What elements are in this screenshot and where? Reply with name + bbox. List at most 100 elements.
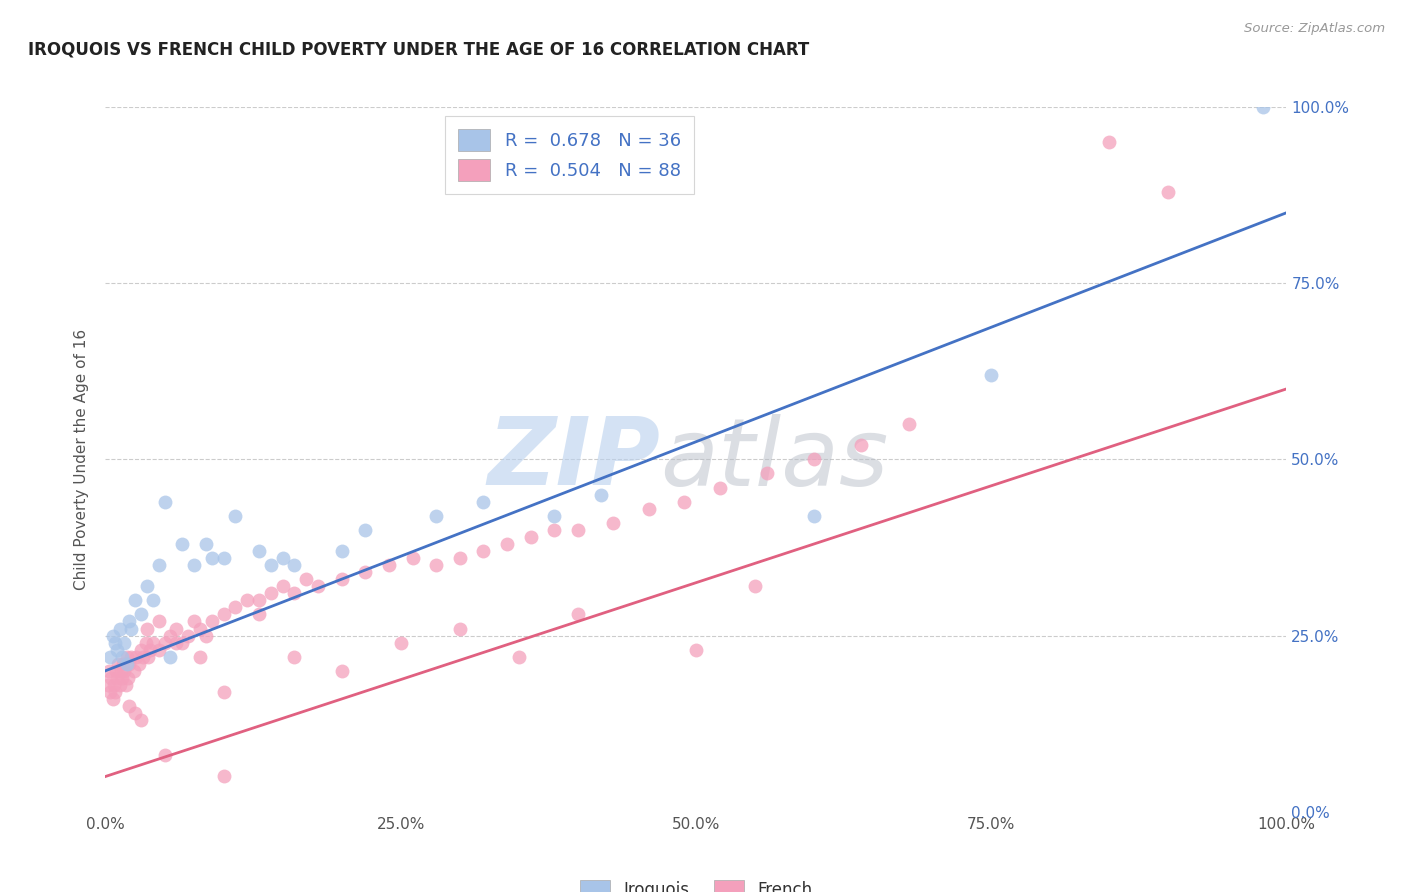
Point [98, 664, 121, 678]
Point [401, 551, 423, 566]
Point [224, 508, 246, 523]
Point [124, 706, 146, 720]
Point [803, 452, 825, 467]
Point [115, 649, 138, 664]
Point [1098, 135, 1121, 149]
Point [177, 628, 200, 642]
Point [567, 523, 589, 537]
Point [685, 642, 707, 657]
Point [425, 558, 447, 573]
Point [104, 635, 127, 649]
Point [212, 607, 235, 622]
Point [101, 692, 124, 706]
Point [212, 769, 235, 784]
Point [107, 657, 129, 671]
Point [118, 615, 141, 629]
Point [117, 671, 139, 685]
Point [183, 558, 205, 573]
Point [508, 649, 530, 664]
Point [159, 628, 181, 642]
Point [112, 657, 135, 671]
Point [129, 642, 152, 657]
Point [897, 417, 920, 431]
Point [271, 551, 294, 566]
Point [105, 642, 128, 657]
Point [194, 628, 217, 642]
Point [128, 657, 150, 671]
Point [637, 501, 659, 516]
Point [472, 544, 495, 558]
Point [330, 572, 353, 586]
Legend: Iroquois, French: Iroquois, French [572, 873, 820, 892]
Point [449, 622, 471, 636]
Text: IROQUOIS VS FRENCH CHILD POVERTY UNDER THE AGE OF 16 CORRELATION CHART: IROQUOIS VS FRENCH CHILD POVERTY UNDER T… [28, 40, 810, 58]
Point [103, 678, 125, 692]
Point [247, 593, 270, 607]
Point [148, 615, 170, 629]
Point [105, 671, 128, 685]
Point [543, 508, 565, 523]
Point [1251, 100, 1274, 114]
Point [283, 586, 305, 600]
Point [135, 635, 157, 649]
Point [105, 664, 128, 678]
Point [172, 537, 194, 551]
Point [183, 615, 205, 629]
Point [115, 657, 138, 671]
Point [111, 649, 134, 664]
Point [188, 622, 211, 636]
Point [120, 622, 142, 636]
Point [283, 649, 305, 664]
Point [98, 685, 121, 699]
Point [709, 481, 731, 495]
Point [114, 678, 136, 692]
Point [148, 558, 170, 573]
Point [212, 685, 235, 699]
Point [124, 593, 146, 607]
Point [112, 664, 135, 678]
Point [744, 579, 766, 593]
Point [153, 494, 176, 508]
Point [97, 678, 120, 692]
Point [188, 649, 211, 664]
Point [425, 508, 447, 523]
Point [139, 642, 162, 657]
Point [135, 579, 157, 593]
Y-axis label: Child Poverty Under the Age of 16: Child Poverty Under the Age of 16 [75, 329, 90, 590]
Point [110, 664, 132, 678]
Point [148, 642, 170, 657]
Point [224, 600, 246, 615]
Point [108, 622, 131, 636]
Point [330, 544, 353, 558]
Point [172, 635, 194, 649]
Point [142, 635, 165, 649]
Point [108, 678, 131, 692]
Point [125, 649, 148, 664]
Point [101, 628, 124, 642]
Point [132, 649, 155, 664]
Point [165, 635, 187, 649]
Point [354, 565, 377, 579]
Point [153, 748, 176, 763]
Point [247, 544, 270, 558]
Point [354, 523, 377, 537]
Point [153, 635, 176, 649]
Point [260, 586, 283, 600]
Point [201, 615, 224, 629]
Point [142, 593, 165, 607]
Point [673, 494, 696, 508]
Point [104, 685, 127, 699]
Point [122, 664, 145, 678]
Point [129, 713, 152, 727]
Point [100, 671, 122, 685]
Point [851, 438, 873, 452]
Point [98, 649, 121, 664]
Point [295, 572, 318, 586]
Point [378, 558, 401, 573]
Point [118, 699, 141, 714]
Point [201, 551, 224, 566]
Point [260, 558, 283, 573]
Point [111, 671, 134, 685]
Point [980, 368, 1002, 382]
Point [803, 508, 825, 523]
